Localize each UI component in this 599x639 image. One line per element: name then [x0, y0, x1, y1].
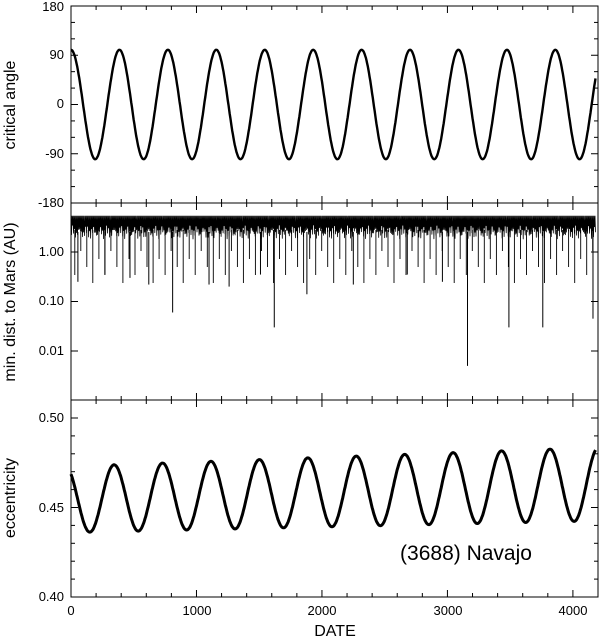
chart-marks [69, 5, 599, 598]
p3-ylabel: eccentricity [2, 458, 19, 538]
p2-ytick-1: 1.00 [39, 244, 64, 259]
p1-ytick-90: 90 [50, 47, 64, 62]
p1-ytick-neg90: -90 [45, 146, 64, 161]
xtick-2000: 2000 [308, 603, 337, 618]
p1-ylabel: critical angle [2, 60, 19, 149]
p2-ytick-0.1: 0.10 [39, 293, 64, 308]
eccentricity-curve [69, 447, 597, 534]
object-annotation: (3688) Navajo [400, 542, 532, 565]
p3-ytick-0.50: 0.50 [39, 410, 64, 425]
p3-ytick-0.45: 0.45 [39, 500, 64, 515]
p3-ytick-0.40: 0.40 [39, 589, 64, 604]
x-axis-label: DATE [314, 623, 355, 639]
critical-angle-curve [70, 48, 597, 161]
xtick-1000: 1000 [183, 603, 212, 618]
xtick-0: 0 [67, 603, 74, 618]
panel-eccentricity-frame [70, 399, 599, 598]
p2-ylabel: min. dist. to Mars (AU) [2, 222, 19, 381]
p1-ytick-180: 180 [42, 0, 64, 14]
min-dist-dips [74, 230, 594, 283]
p2-ytick-0.01: 0.01 [39, 343, 64, 358]
xtick-3000: 3000 [434, 603, 463, 618]
p2-ytick-neg180: -180 [38, 195, 64, 210]
xtick-4000: 4000 [559, 603, 588, 618]
p1-ytick-0: 0 [57, 96, 64, 111]
